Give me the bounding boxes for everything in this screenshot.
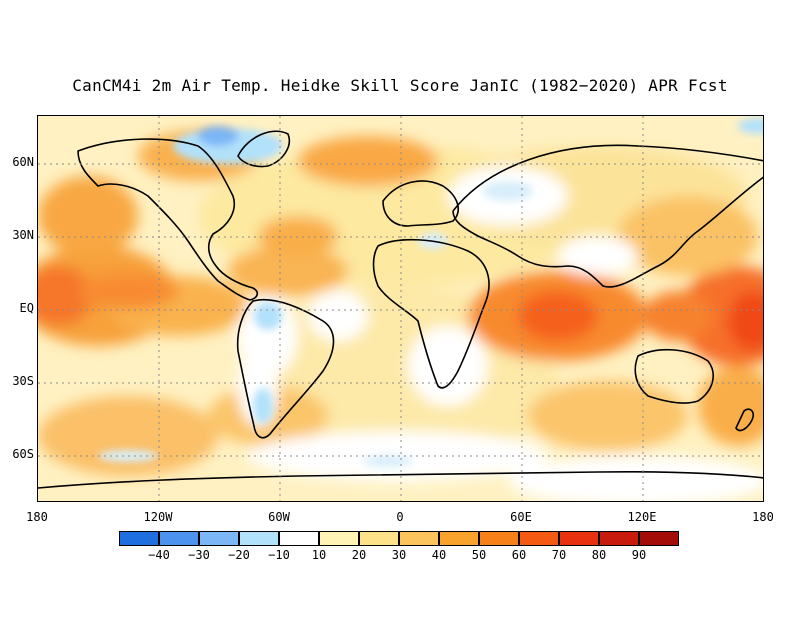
colorbar-label: 10 bbox=[311, 548, 327, 562]
coastlines bbox=[38, 130, 763, 489]
skill-score-map bbox=[37, 115, 764, 502]
colorbar-box bbox=[279, 531, 319, 546]
south-america-coast bbox=[236, 298, 335, 439]
colorbar-box bbox=[359, 531, 399, 546]
skill-field bbox=[38, 131, 763, 501]
grid-lines bbox=[38, 116, 763, 501]
asia-coast bbox=[452, 144, 763, 288]
colorbar-box bbox=[599, 531, 639, 546]
colorbar-box bbox=[199, 531, 239, 546]
colorbar-box bbox=[319, 531, 359, 546]
lon-label-60e: 60E bbox=[510, 510, 532, 524]
map-title: CanCM4i 2m Air Temp. Heidke Skill Score … bbox=[72, 76, 728, 95]
colorbar-label: −30 bbox=[188, 548, 210, 562]
colorbar-box bbox=[639, 531, 679, 546]
colorbar-box bbox=[479, 531, 519, 546]
lon-label-120e: 120E bbox=[627, 510, 657, 524]
europe-coast bbox=[382, 180, 459, 227]
colorbar-box bbox=[519, 531, 559, 546]
colorbar-box bbox=[159, 531, 199, 546]
antarctica-coast bbox=[38, 471, 763, 489]
greenland-coast bbox=[237, 130, 290, 168]
map-canvas bbox=[38, 116, 763, 501]
colorbar-label: 80 bbox=[591, 548, 607, 562]
colorbar-label: 40 bbox=[431, 548, 447, 562]
colorbar-label: −20 bbox=[228, 548, 250, 562]
colorbar-label: 70 bbox=[551, 548, 567, 562]
lat-label-60n: 60N bbox=[12, 155, 34, 169]
lon-label-0: 0 bbox=[396, 510, 404, 524]
colorbar-box bbox=[119, 531, 159, 546]
lon-label-180e: 180 bbox=[752, 510, 774, 524]
colorbar-label: 50 bbox=[471, 548, 487, 562]
africa-coast bbox=[372, 238, 490, 389]
lon-label-120w: 120W bbox=[143, 510, 173, 524]
lat-label-eq: EQ bbox=[19, 301, 34, 315]
australia-coast bbox=[634, 348, 714, 404]
colorbar-label: 60 bbox=[511, 548, 527, 562]
colorbar-box bbox=[439, 531, 479, 546]
lat-label-60s: 60S bbox=[12, 447, 34, 461]
colorbar-label: 30 bbox=[391, 548, 407, 562]
colorbar-box bbox=[559, 531, 599, 546]
lon-label-180w: 180 bbox=[26, 510, 48, 524]
lat-label-30s: 30S bbox=[12, 374, 34, 388]
new-zealand-coast bbox=[735, 408, 755, 432]
lon-label-60w: 60W bbox=[268, 510, 290, 524]
colorbar-label: 90 bbox=[631, 548, 647, 562]
lat-label-30n: 30N bbox=[12, 228, 34, 242]
colorbar-box bbox=[239, 531, 279, 546]
north-america-coast bbox=[77, 138, 259, 301]
colorbar-label: 20 bbox=[351, 548, 367, 562]
colorbar-label: −10 bbox=[268, 548, 290, 562]
colorbar-box bbox=[399, 531, 439, 546]
colorbar-label: −40 bbox=[148, 548, 170, 562]
